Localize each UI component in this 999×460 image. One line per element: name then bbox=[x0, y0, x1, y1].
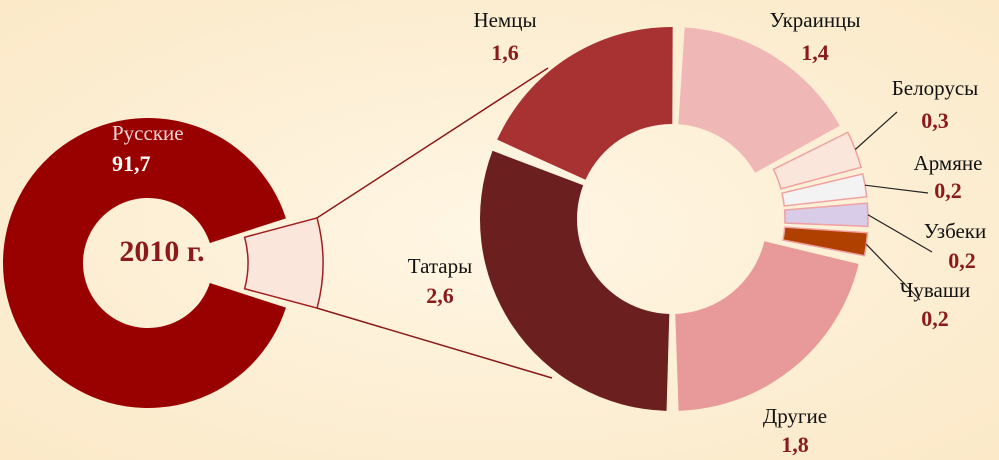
category-label: Татары bbox=[408, 254, 472, 278]
slice bbox=[3, 118, 286, 409]
leader-line bbox=[867, 214, 933, 253]
value-label: 91,7 bbox=[112, 151, 151, 176]
category-label: Узбеки bbox=[924, 219, 987, 243]
leader-line bbox=[865, 243, 921, 301]
value-label: 1,4 bbox=[801, 40, 829, 65]
connector bbox=[316, 67, 549, 219]
category-label: Белорусы bbox=[892, 76, 979, 100]
value-label: 0,2 bbox=[934, 178, 962, 203]
slice bbox=[772, 131, 862, 190]
value-label: 0,2 bbox=[921, 306, 949, 331]
category-label: Украинцы bbox=[770, 8, 861, 32]
value-label: 0,3 bbox=[921, 108, 949, 133]
slice bbox=[243, 216, 324, 310]
value-label: 0,2 bbox=[948, 248, 976, 273]
slice bbox=[497, 26, 673, 180]
connector bbox=[316, 307, 553, 379]
value-label: 2,6 bbox=[426, 283, 454, 308]
center-label: 2010 г. bbox=[119, 235, 204, 268]
leader-line bbox=[864, 184, 929, 194]
category-label: Другие bbox=[763, 404, 827, 428]
leader-line bbox=[854, 111, 898, 150]
category-label: Русские bbox=[112, 121, 184, 145]
slice bbox=[675, 241, 859, 411]
slice bbox=[782, 226, 869, 257]
slice bbox=[783, 202, 869, 228]
slice bbox=[678, 27, 840, 173]
slice bbox=[480, 150, 670, 411]
slice bbox=[781, 172, 868, 207]
category-label: Чуваши bbox=[900, 278, 971, 302]
category-label: Армяне bbox=[914, 151, 983, 175]
value-label: 1,8 bbox=[781, 432, 809, 457]
value-label: 1,6 bbox=[491, 40, 519, 65]
category-label: Немцы bbox=[473, 8, 536, 32]
